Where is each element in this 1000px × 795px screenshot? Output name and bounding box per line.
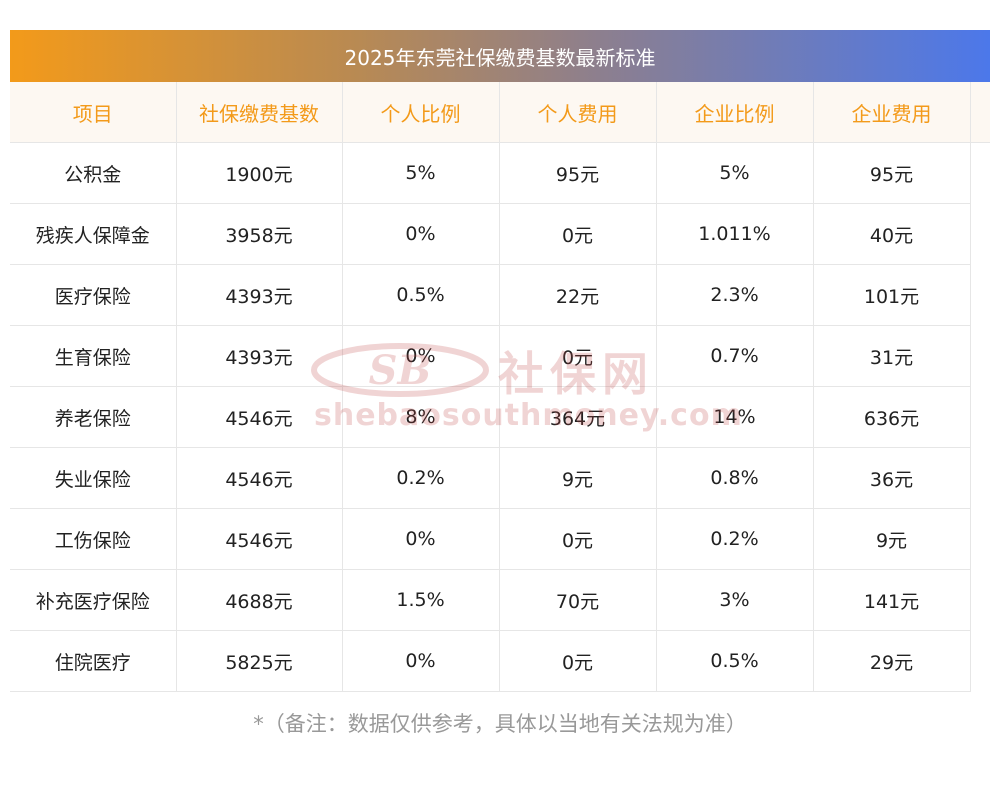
table-cell: 636元 (813, 386, 971, 448)
table-cell: 公积金 (10, 142, 177, 204)
table-cell: 医疗保险 (10, 264, 177, 326)
table-row: 工伤保险 4546元 0% 0元 0.2% 9元 (10, 508, 971, 570)
table-row: 住院医疗 5825元 0% 0元 0.5% 29元 (10, 630, 971, 692)
table-header-row: 项目 社保缴费基数 个人比例 个人费用 企业比例 企业费用 (10, 82, 971, 143)
table-cell: 3% (656, 569, 814, 631)
table-cell: 4688元 (176, 569, 343, 631)
table-cell: 0.2% (342, 447, 500, 509)
table-cell: 95元 (499, 142, 657, 204)
table-cell: 101元 (813, 264, 971, 326)
table-row: 失业保险 4546元 0.2% 9元 0.8% 36元 (10, 447, 971, 509)
table-cell: 补充医疗保险 (10, 569, 177, 631)
table-cell: 0元 (499, 508, 657, 570)
table-cell: 养老保险 (10, 386, 177, 448)
column-header-company-fee: 企业费用 (813, 82, 971, 143)
table-cell: 14% (656, 386, 814, 448)
fee-table: 项目 社保缴费基数 个人比例 个人费用 企业比例 企业费用 公积金 1900元 … (10, 82, 971, 692)
table-cell: 31元 (813, 325, 971, 387)
table-cell: 4546元 (176, 386, 343, 448)
table-cell: 70元 (499, 569, 657, 631)
table-cell: 9元 (813, 508, 971, 570)
page-title: 2025年东莞社保缴费基数最新标准 (10, 30, 990, 82)
table-cell: 2.3% (656, 264, 814, 326)
table-row: 残疾人保障金 3958元 0% 0元 1.011% 40元 (10, 203, 971, 265)
table-cell: 141元 (813, 569, 971, 631)
table-cell: 0.5% (656, 630, 814, 692)
table-cell: 29元 (813, 630, 971, 692)
table-cell: 0% (342, 508, 500, 570)
table-cell: 5825元 (176, 630, 343, 692)
table-cell: 0.8% (656, 447, 814, 509)
table-cell: 5% (656, 142, 814, 204)
table-cell: 40元 (813, 203, 971, 265)
table-cell: 0.2% (656, 508, 814, 570)
table-row: 补充医疗保险 4688元 1.5% 70元 3% 141元 (10, 569, 971, 631)
table-cell: 364元 (499, 386, 657, 448)
table-cell: 3958元 (176, 203, 343, 265)
table-cell: 0元 (499, 325, 657, 387)
table-cell: 残疾人保障金 (10, 203, 177, 265)
table-cell: 0% (342, 325, 500, 387)
table-cell: 9元 (499, 447, 657, 509)
table-cell: 失业保险 (10, 447, 177, 509)
table-row: 养老保险 4546元 8% 364元 14% 636元 (10, 386, 971, 448)
table-cell: 36元 (813, 447, 971, 509)
table-cell: 8% (342, 386, 500, 448)
column-header-base: 社保缴费基数 (176, 82, 343, 143)
table-cell: 4546元 (176, 508, 343, 570)
table-cell: 住院医疗 (10, 630, 177, 692)
table-cell: 0% (342, 630, 500, 692)
table-cell: 0元 (499, 630, 657, 692)
table-cell: 4393元 (176, 325, 343, 387)
table-cell: 4546元 (176, 447, 343, 509)
table-cell: 22元 (499, 264, 657, 326)
table-cell: 95元 (813, 142, 971, 204)
table-row: 公积金 1900元 5% 95元 5% 95元 (10, 142, 971, 204)
table-cell: 工伤保险 (10, 508, 177, 570)
table-cell: 0% (342, 203, 500, 265)
table-cell: 4393元 (176, 264, 343, 326)
table-cell: 0.7% (656, 325, 814, 387)
footnote: *（备注：数据仅供参考，具体以当地有关法规为准） (253, 712, 747, 736)
table-cell: 1900元 (176, 142, 343, 204)
table-cell: 0元 (499, 203, 657, 265)
header-extension (970, 82, 990, 143)
table-cell: 生育保险 (10, 325, 177, 387)
table-cell: 5% (342, 142, 500, 204)
table-cell: 1.5% (342, 569, 500, 631)
column-header-personal-fee: 个人费用 (499, 82, 657, 143)
column-header-item: 项目 (10, 82, 177, 143)
column-header-personal-rate: 个人比例 (342, 82, 500, 143)
table-row: 医疗保险 4393元 0.5% 22元 2.3% 101元 (10, 264, 971, 326)
table-cell: 0.5% (342, 264, 500, 326)
table-cell: 1.011% (656, 203, 814, 265)
column-header-company-rate: 企业比例 (656, 82, 814, 143)
table-row: 生育保险 4393元 0% 0元 0.7% 31元 (10, 325, 971, 387)
